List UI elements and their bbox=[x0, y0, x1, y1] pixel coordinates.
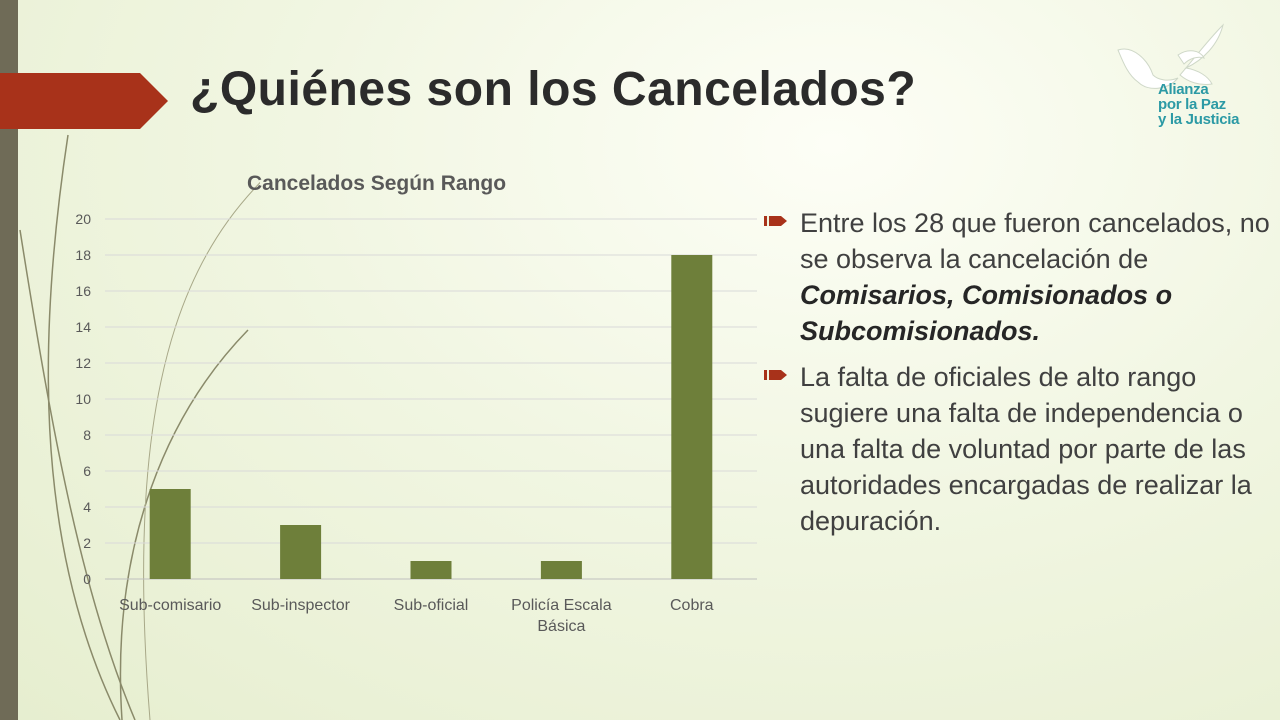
slide-title: ¿Quiénes son los Cancelados? bbox=[190, 63, 917, 116]
x-tick-label: Sub-comisario bbox=[119, 597, 221, 614]
bar bbox=[410, 561, 452, 579]
logo-line: Alianza bbox=[1158, 81, 1209, 98]
x-tick-label: Policía Escala bbox=[511, 597, 612, 614]
x-tick-label: Básica bbox=[537, 618, 585, 635]
bar-chart: 0 2 4 6 8 10 12 14 16 18 20 Sub-comisario Sub-inspec… bbox=[75, 211, 757, 635]
pencil-bullet-icon bbox=[764, 216, 787, 226]
bullet-item: Entre los 28 que fueron cancelados, no s… bbox=[760, 205, 1275, 349]
y-tick-label: 2 bbox=[83, 535, 91, 551]
y-tick-label: 20 bbox=[75, 211, 91, 227]
y-tick-label: 12 bbox=[75, 355, 91, 371]
y-tick-label: 4 bbox=[83, 499, 91, 515]
side-decoration-bar bbox=[0, 0, 18, 720]
x-tick-label: Sub-oficial bbox=[394, 597, 469, 614]
y-tick-label: 16 bbox=[75, 283, 91, 299]
bar bbox=[149, 489, 191, 579]
chart-title: Cancelados Según Rango bbox=[247, 172, 507, 195]
bar bbox=[540, 561, 582, 579]
y-tick-label: 0 bbox=[83, 571, 91, 587]
y-tick-label: 10 bbox=[75, 391, 91, 407]
bullet-text: Entre los 28 que fueron cancelados, no s… bbox=[800, 208, 1270, 274]
x-tick-label: Sub-inspector bbox=[251, 597, 350, 614]
logo-line: y la Justicia bbox=[1158, 111, 1240, 128]
title-arrow-shape bbox=[0, 73, 168, 129]
doves-icon bbox=[1117, 23, 1224, 89]
bullet-emphasis-text: Comisarios, Comisionados o Subcomisionad… bbox=[800, 280, 1173, 346]
title-arrow-marker bbox=[0, 73, 168, 129]
x-tick-label: Cobra bbox=[670, 597, 714, 614]
bullet-item: La falta de oficiales de alto rango sugi… bbox=[760, 359, 1275, 539]
bar bbox=[280, 525, 322, 579]
bullet-text: La falta de oficiales de alto rango sugi… bbox=[800, 362, 1252, 536]
y-tick-label: 18 bbox=[75, 247, 91, 263]
logo-text: Alianza por la Paz y la Justicia bbox=[1158, 82, 1239, 127]
pencil-bullet-icon bbox=[764, 370, 787, 380]
y-tick-label: 14 bbox=[75, 319, 91, 335]
y-tick-label: 8 bbox=[83, 427, 91, 443]
logo-line: por la Paz bbox=[1158, 96, 1226, 113]
bullet-list: Entre los 28 que fueron cancelados, no s… bbox=[760, 205, 1275, 549]
bar bbox=[671, 255, 713, 579]
y-tick-label: 6 bbox=[83, 463, 91, 479]
